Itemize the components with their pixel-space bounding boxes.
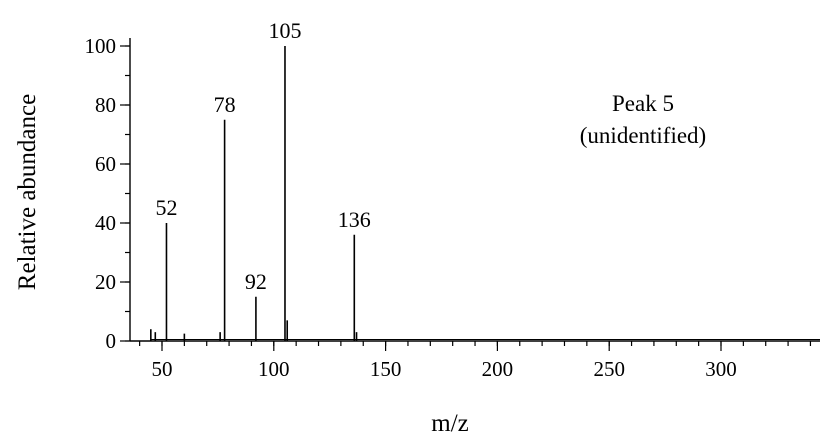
peak-label: 92: [245, 269, 267, 294]
x-tick-label: 100: [258, 357, 290, 381]
x-axis-title: m/z: [431, 410, 469, 437]
peak-label: 136: [338, 207, 371, 232]
y-tick-label: 60: [95, 152, 116, 176]
x-axis: 50 100 150 200 250 300: [130, 339, 820, 381]
annotation-line-2: (unidentified): [580, 123, 706, 148]
peak-label: 105: [268, 18, 301, 43]
y-tick-label: 80: [95, 93, 116, 117]
x-tick-label: 200: [482, 357, 514, 381]
peak-label: 52: [155, 195, 177, 220]
peak-labels: 52 78 92 105 136: [155, 18, 370, 294]
y-tick-label: 0: [106, 329, 117, 353]
y-axis: 0 20 40 60 80 100: [85, 34, 131, 353]
y-tick-label: 40: [95, 211, 116, 235]
x-tick-label: 50: [152, 357, 173, 381]
y-tick-label: 20: [95, 270, 116, 294]
peaks: [150, 46, 358, 341]
y-axis-title: Relative abundance: [14, 94, 41, 290]
peak-label: 78: [214, 92, 236, 117]
x-tick-label: 300: [705, 357, 737, 381]
x-tick-label: 150: [370, 357, 402, 381]
y-tick-label: 100: [85, 34, 117, 58]
x-tick-label: 250: [593, 357, 625, 381]
annotation-line-1: Peak 5: [612, 91, 674, 116]
